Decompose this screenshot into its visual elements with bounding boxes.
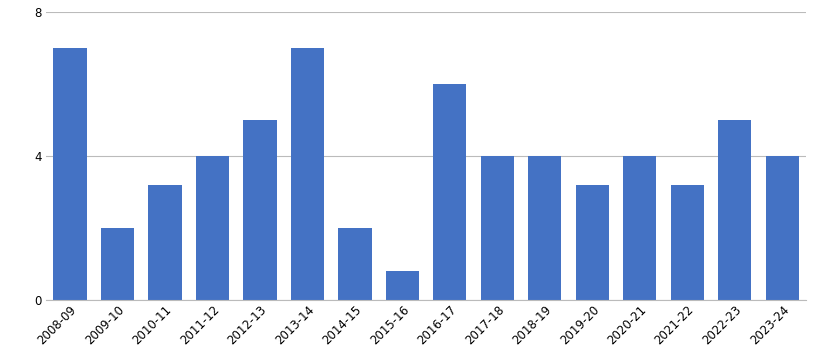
Bar (291, 48, 324, 300)
Bar (576, 185, 609, 300)
Bar (338, 228, 372, 300)
Bar (148, 185, 181, 300)
Bar (718, 120, 751, 300)
Bar (624, 156, 656, 300)
Bar (433, 84, 467, 300)
Bar (243, 120, 276, 300)
Bar (671, 185, 704, 300)
Bar (196, 156, 229, 300)
Bar (480, 156, 514, 300)
Bar (528, 156, 562, 300)
Bar (766, 156, 799, 300)
Bar (54, 48, 86, 300)
Bar (385, 272, 419, 300)
Bar (101, 228, 134, 300)
